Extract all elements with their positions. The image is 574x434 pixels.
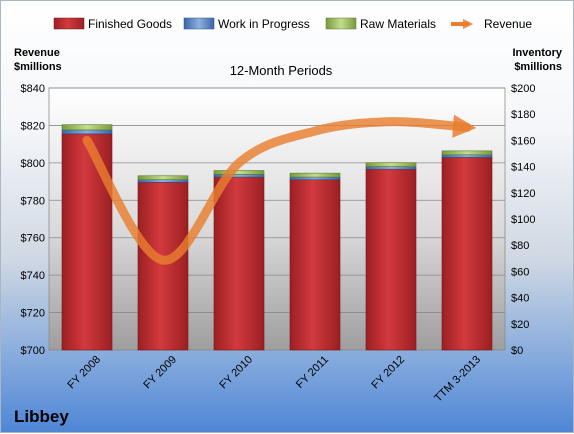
left-tick-label: $700 — [21, 345, 45, 357]
bars — [61, 124, 493, 351]
bar-raw-materials — [441, 150, 493, 156]
legend-swatch-raw-materials — [325, 17, 357, 30]
left-tick-label: $760 — [21, 233, 45, 245]
right-tick-label: $20 — [511, 319, 529, 331]
legend-label-work-in-progress: Work in Progress — [218, 17, 310, 31]
left-tick-label: $820 — [21, 120, 45, 132]
legend-item-work-in-progress: Work in Progress — [183, 17, 310, 31]
x-tick-label: FY 2011 — [294, 354, 331, 391]
bar-finished-goods — [289, 179, 341, 351]
x-tick-label: FY 2010 — [217, 354, 255, 392]
right-tick-label: $0 — [511, 345, 523, 357]
bar-raw-materials — [137, 175, 189, 181]
right-tick-label: $160 — [511, 135, 535, 147]
right-tick-label: $80 — [511, 240, 529, 252]
x-axis-ticks: FY 2008 FY 2009 FY 2010 FY 2011 FY 2012 TTM 3… — [65, 354, 483, 405]
company-name: Libbey — [14, 407, 69, 426]
right-axis-title-line1: Inventory — [512, 47, 562, 59]
x-tick-label: FY 2012 — [369, 354, 407, 392]
left-tick-label: $780 — [21, 195, 45, 207]
right-tick-label: $180 — [511, 109, 535, 121]
bar-work-in-progress — [137, 179, 189, 183]
bar-raw-materials — [365, 162, 417, 167]
bar-finished-goods — [213, 176, 265, 351]
left-tick-label: $840 — [21, 83, 45, 95]
bar-raw-materials — [289, 172, 341, 178]
left-axis-title-line2: $millions — [14, 61, 62, 73]
right-tick-label: $100 — [511, 214, 535, 226]
revenue-line-layer — [82, 114, 477, 265]
bar-work-in-progress — [213, 174, 265, 178]
bar-work-in-progress — [61, 129, 113, 135]
revenue-line — [82, 114, 477, 265]
legend-label-revenue: Revenue — [484, 17, 532, 31]
bar-raw-materials — [213, 170, 265, 175]
right-axis-title-line2: $millions — [514, 61, 562, 73]
x-tick-label: TTM 3-2013 — [432, 354, 483, 405]
left-tick-label: $800 — [21, 158, 45, 170]
bar-raw-materials — [61, 124, 113, 131]
left-tick-label: $740 — [21, 270, 45, 282]
right-tick-label: $200 — [511, 83, 535, 95]
legend-item-revenue: Revenue — [451, 17, 532, 31]
bar-finished-goods — [441, 157, 493, 351]
legend-label-raw-materials: Raw Materials — [360, 17, 436, 31]
bar-work-in-progress — [365, 166, 417, 170]
right-axis-ticks: $0 $20 $40 $60 $80 $100 $120 $140 $160 $180 $200 — [511, 83, 535, 357]
legend-swatch-work-in-progress — [183, 17, 215, 30]
legend-swatch-finished-goods — [53, 17, 85, 30]
legend-item-raw-materials: Raw Materials — [325, 17, 436, 31]
legend: Finished Goods Work in Progress Raw Mate… — [53, 17, 532, 31]
legend-item-finished-goods: Finished Goods — [53, 17, 172, 31]
left-axis-ticks: $700 $720 $740 $760 $780 $800 $820 $840 — [21, 83, 45, 357]
chart-subtitle: 12-Month Periods — [230, 63, 333, 78]
right-tick-label: $60 — [511, 266, 529, 278]
right-tick-label: $40 — [511, 293, 529, 305]
bar-finished-goods — [365, 168, 417, 351]
right-tick-label: $120 — [511, 188, 535, 200]
x-tick-label: FY 2008 — [65, 354, 103, 392]
left-axis-title-line1: Revenue — [14, 47, 60, 59]
bar-work-in-progress — [289, 176, 341, 181]
bar-finished-goods — [137, 182, 189, 351]
bar-work-in-progress — [441, 154, 493, 158]
left-tick-label: $720 — [21, 308, 45, 320]
right-tick-label: $140 — [511, 162, 535, 174]
gridlines — [49, 87, 505, 351]
legend-label-finished-goods: Finished Goods — [88, 17, 172, 31]
x-tick-label: FY 2009 — [141, 354, 179, 392]
